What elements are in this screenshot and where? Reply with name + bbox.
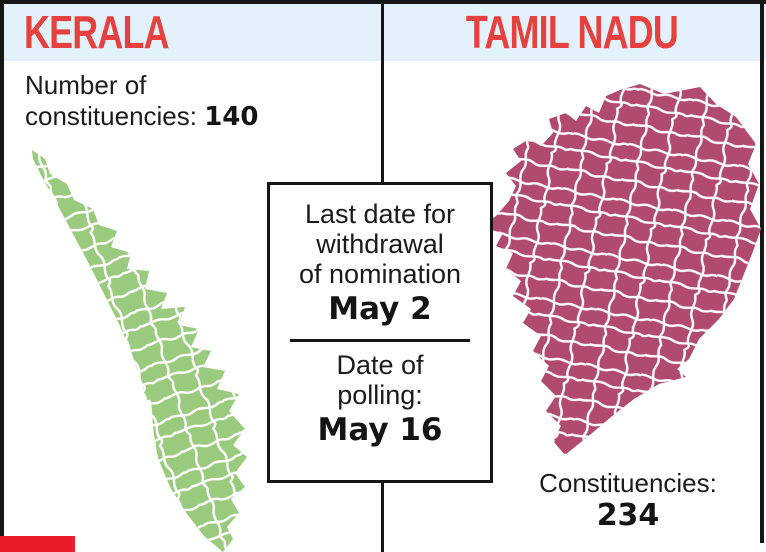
box-divider-rule bbox=[290, 339, 470, 342]
kerala-title-text: KERALA bbox=[24, 6, 170, 58]
tamil-nadu-constituency-info: Constituencies: 234 bbox=[500, 468, 756, 533]
polling-line2: polling: bbox=[337, 380, 423, 410]
tamil-nadu-info-label: Constituencies: bbox=[539, 468, 717, 498]
withdrawal-line3: of nomination bbox=[298, 259, 462, 289]
red-accent-bar bbox=[0, 536, 75, 552]
tamil-nadu-constituency-count: 234 bbox=[596, 498, 660, 533]
kerala-info-line1: Number of bbox=[25, 70, 147, 100]
kerala-constituency-count: 140 bbox=[204, 102, 259, 132]
kerala-info-line2: constituencies: 140 bbox=[25, 101, 259, 133]
kerala-info-label: constituencies: bbox=[25, 101, 205, 131]
polling-date: May 16 bbox=[317, 412, 443, 448]
withdrawal-date: May 2 bbox=[328, 291, 432, 327]
kerala-constituency-lines bbox=[32, 150, 247, 552]
election-dates-box: Last date for withdrawal of nomination M… bbox=[267, 182, 493, 483]
kerala-constituency-info: Number of constituencies: 140 bbox=[25, 70, 259, 133]
kerala-header: KERALA bbox=[24, 6, 210, 58]
kerala-map bbox=[32, 150, 247, 552]
tamil-nadu-title-text: TAMIL NADU bbox=[465, 6, 679, 58]
frame-border-left bbox=[0, 0, 4, 536]
withdrawal-line1: Last date for bbox=[304, 199, 456, 229]
tamil-nadu-constituency-lines bbox=[479, 84, 761, 455]
tamil-nadu-header: TAMIL NADU bbox=[384, 6, 760, 58]
polling-line1: Date of bbox=[336, 350, 424, 380]
frame-border-right bbox=[760, 0, 764, 543]
tamil-nadu-map bbox=[479, 84, 761, 455]
withdrawal-line2: withdrawal bbox=[316, 229, 444, 259]
